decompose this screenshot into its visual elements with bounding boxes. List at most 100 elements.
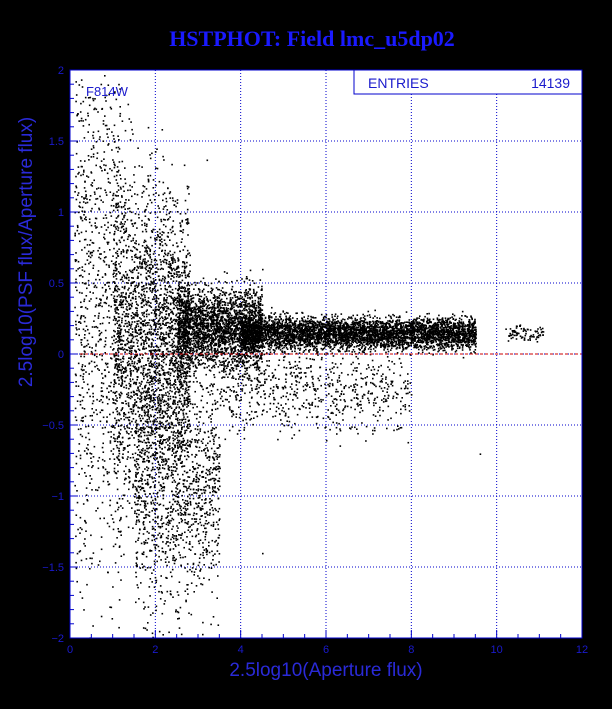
scatter-point (242, 315, 245, 318)
scatter-point (287, 341, 290, 343)
scatter-point (304, 319, 307, 322)
scatter-point (338, 331, 341, 334)
scatter-point (474, 322, 476, 324)
scatter-point (397, 334, 400, 336)
scatter-point (331, 329, 333, 332)
scatter-point (473, 334, 475, 336)
scatter-point (287, 336, 290, 339)
scatter-point (201, 291, 204, 293)
scatter-point (191, 317, 193, 319)
scatter-point (269, 340, 272, 342)
scatter-point (249, 317, 252, 319)
scatter-point (400, 330, 403, 333)
scatter-point (353, 338, 355, 341)
scatter-point (227, 341, 229, 343)
scatter-point (276, 322, 278, 325)
scatter-point (462, 356, 465, 359)
scatter-point (270, 320, 273, 322)
scatter-point (430, 342, 433, 345)
scatter-point (229, 293, 232, 295)
scatter-point (360, 335, 363, 337)
scatter-point (268, 336, 270, 339)
scatter-point (473, 336, 475, 338)
scatter-point (371, 325, 373, 328)
scatter-point (275, 335, 278, 337)
scatter-point (279, 338, 281, 341)
scatter-point (303, 346, 306, 349)
scatter-point (381, 322, 383, 324)
scatter-point (316, 323, 318, 326)
scatter-point (381, 321, 384, 323)
scatter-point (249, 340, 252, 342)
scatter-point (360, 333, 362, 336)
scatter-point (273, 328, 276, 330)
scatter-point (260, 345, 263, 347)
scatter-point (420, 337, 423, 340)
scatter-point (388, 324, 391, 327)
scatter-point (274, 339, 277, 342)
scatter-point (335, 327, 338, 330)
scatter-point (266, 324, 269, 327)
scatter-point (221, 342, 224, 345)
scatter-point (468, 334, 470, 337)
scatter-point (294, 330, 297, 333)
scatter-point (401, 345, 404, 347)
scatter-point (362, 313, 364, 316)
scatter-point (464, 325, 466, 328)
scatter-point (293, 326, 295, 328)
scatter-point (337, 328, 339, 331)
scatter-point (270, 316, 273, 318)
scatter-point (466, 344, 468, 346)
scatter-point (379, 327, 382, 330)
scatter-point (389, 319, 391, 322)
scatter-point (454, 324, 456, 326)
scatter-point (316, 326, 318, 329)
scatter-point (358, 340, 361, 342)
scatter-point (369, 316, 372, 318)
scatter-point (322, 316, 325, 319)
scatter-point (236, 356, 238, 359)
scatter-point (319, 342, 322, 344)
scatter-point (371, 342, 373, 344)
scatter-point (431, 330, 433, 332)
scatter-point (416, 344, 419, 346)
scatter-point (474, 343, 476, 346)
scatter-point (429, 334, 432, 337)
scatter-point (296, 330, 298, 333)
scatter-point (458, 341, 460, 344)
scatter-point (311, 316, 313, 319)
scatter-point (371, 333, 373, 336)
scatter-point (317, 334, 319, 336)
scatter-point (374, 335, 376, 337)
scatter-point (299, 338, 301, 341)
scatter-point (201, 311, 203, 313)
scatter-point (261, 347, 264, 349)
scatter-point (329, 341, 332, 344)
scatter-point (364, 341, 366, 343)
scatter-point (451, 316, 453, 318)
scatter-point (432, 335, 434, 337)
scatter-point (416, 341, 418, 344)
scatter-point (283, 333, 285, 335)
scatter-point (460, 344, 463, 346)
scatter-point (392, 336, 395, 338)
scatter-point (231, 307, 234, 310)
scatter-point (278, 315, 281, 318)
scatter-point (320, 329, 323, 332)
scatter-point (319, 325, 321, 328)
scatter-point (287, 312, 289, 314)
scatter-point (336, 322, 339, 325)
scatter-point (349, 327, 352, 330)
scatter-point (372, 340, 374, 342)
scatter-point (298, 342, 301, 345)
scatter-point (309, 334, 311, 336)
scatter-point (254, 333, 257, 336)
scatter-point (367, 333, 370, 336)
scatter-point (357, 324, 360, 327)
scatter-point (204, 282, 206, 284)
scatter-point (305, 338, 307, 340)
scatter-point (341, 328, 344, 330)
scatter-point (317, 340, 319, 343)
scatter-point (468, 320, 470, 323)
scatter-point (261, 329, 263, 331)
